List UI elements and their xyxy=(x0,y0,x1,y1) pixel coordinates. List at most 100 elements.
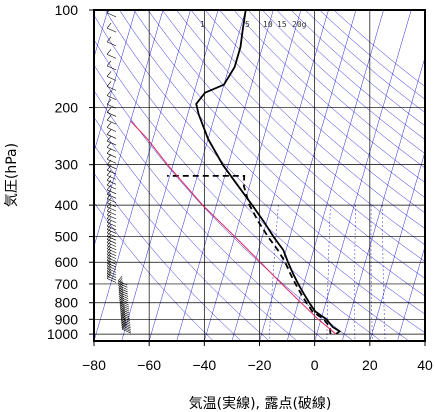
dry-adiabat-line xyxy=(94,202,214,341)
wind-barb-shaft xyxy=(121,323,131,329)
mixing-ratio-line xyxy=(354,205,356,341)
wind-barb-shaft xyxy=(106,147,117,152)
wind-barb-flag xyxy=(106,234,112,240)
wind-barb-flag xyxy=(106,197,112,204)
wind-barb-flag xyxy=(121,318,126,325)
isotherm-line xyxy=(342,56,425,341)
isotherm-line xyxy=(176,10,274,341)
wind-barb-flag xyxy=(119,301,125,308)
mixing-ratio-line xyxy=(370,205,373,341)
wind-barb-flag xyxy=(106,148,112,154)
y-tick-label: 600 xyxy=(55,254,79,270)
wind-barb-flag xyxy=(106,217,112,223)
dry-adiabat-line xyxy=(190,10,425,229)
background-reference-lines xyxy=(94,10,425,341)
wind-barb-flag xyxy=(106,213,112,219)
wind-barb-flag xyxy=(120,305,125,312)
wind-barb-shaft xyxy=(106,235,117,241)
mixing-ratio-line xyxy=(326,205,331,341)
wind-barb-flag xyxy=(106,255,112,261)
wind-barb-flag xyxy=(120,303,125,310)
wind-barb-flag xyxy=(119,297,125,304)
y-tick-label: 700 xyxy=(55,276,79,292)
wind-barb-flag xyxy=(106,273,112,279)
wind-barb-flag xyxy=(118,280,123,286)
wind-barb-shaft xyxy=(106,278,117,283)
y-tick-label: 100 xyxy=(55,2,79,18)
wind-barb-shaft xyxy=(120,316,131,321)
wind-barb-shaft xyxy=(106,206,117,212)
isotherm-line xyxy=(94,10,136,153)
wind-barb-flag xyxy=(106,246,112,252)
wind-barb-shaft xyxy=(121,325,131,330)
wind-barb-flag xyxy=(119,299,125,306)
wind-barb-flag xyxy=(106,201,112,208)
isotherm-line xyxy=(94,10,164,248)
wind-barb-shaft xyxy=(106,184,117,190)
y-tick-label: 400 xyxy=(55,197,79,213)
x-tick-label: 40 xyxy=(417,357,433,373)
wind-barb-flag xyxy=(120,311,126,317)
wind-barb-shaft xyxy=(106,112,117,117)
x-tick-label: −80 xyxy=(82,357,106,373)
wind-barb-flag xyxy=(106,107,112,113)
wind-barb-flag xyxy=(120,309,125,316)
y-tick-label: 800 xyxy=(55,295,79,311)
wind-barb-flag xyxy=(106,227,112,234)
wind-barb-shaft xyxy=(120,318,131,323)
wind-barb-flag xyxy=(106,252,112,258)
mixing-ratio-line xyxy=(382,205,386,341)
dry-adiabat-line xyxy=(262,10,425,154)
wind-barb-shaft xyxy=(106,189,117,195)
wind-barb-flag xyxy=(106,270,112,277)
parcel-profile xyxy=(130,120,337,335)
wind-barb-flag xyxy=(106,81,112,87)
wind-barb-shaft xyxy=(106,164,117,170)
wind-barb-flag xyxy=(119,293,124,300)
wind-barb-shaft xyxy=(106,27,117,33)
wind-barb-shaft xyxy=(121,327,131,332)
x-tick-label: −20 xyxy=(248,357,272,373)
wind-barb-flag xyxy=(106,142,112,148)
wind-barb-shaft xyxy=(106,127,117,132)
wind-barb-flag xyxy=(106,230,112,237)
isotherm-line xyxy=(204,10,302,341)
isotherm-line xyxy=(397,245,425,341)
dry-adiabat-line xyxy=(94,90,326,341)
wind-barb-shaft xyxy=(106,169,117,175)
wind-barb-flag xyxy=(106,49,112,55)
dewpoint-profile xyxy=(167,174,332,335)
wind-barb-shaft xyxy=(106,202,117,208)
wind-barb-shaft xyxy=(106,239,117,244)
wind-barb-flag xyxy=(118,287,124,293)
wind-barb-flag xyxy=(120,307,125,314)
wind-barb-flag xyxy=(106,22,112,29)
isotherm-line xyxy=(424,340,425,341)
wind-barb-flag xyxy=(118,282,123,289)
x-axis-title: 気温(実線), 露点(破線) xyxy=(189,396,332,412)
isotherm-line xyxy=(286,10,384,341)
dry-adiabat-line xyxy=(147,10,425,279)
wind-barb-flag xyxy=(121,323,127,330)
wind-barb-shaft xyxy=(106,232,117,238)
wind-barb-flag xyxy=(118,289,124,295)
isotherm-line xyxy=(314,10,412,341)
x-tick-label: −40 xyxy=(192,357,216,373)
wind-barb-flag xyxy=(106,265,112,272)
dry-adiabat-line xyxy=(104,10,425,334)
wind-barb-flag xyxy=(106,122,112,128)
wind-barb-flag xyxy=(106,99,112,105)
wind-barb-flag xyxy=(106,240,112,246)
wind-barb-shaft xyxy=(106,86,117,91)
wind-barb-shaft xyxy=(106,65,117,71)
wind-barb-flag xyxy=(106,249,112,255)
wind-barb-flag xyxy=(106,90,112,96)
wind-barb-shaft xyxy=(106,95,117,100)
wind-barb-shaft xyxy=(106,104,117,109)
y-tick-label: 500 xyxy=(55,229,79,245)
dry-adiabat-line xyxy=(319,10,425,100)
wind-barb-shaft xyxy=(106,175,117,180)
wind-barb-shaft xyxy=(106,153,117,158)
wind-barb-shaft xyxy=(106,180,117,185)
mixing-ratio-label: 20g xyxy=(292,20,307,29)
